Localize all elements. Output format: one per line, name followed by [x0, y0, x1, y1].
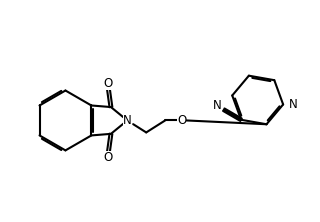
Text: O: O	[177, 114, 186, 127]
Text: N: N	[123, 114, 132, 127]
Text: O: O	[104, 151, 113, 164]
Text: N: N	[289, 98, 298, 111]
Text: N: N	[212, 99, 221, 112]
Text: O: O	[104, 77, 113, 90]
